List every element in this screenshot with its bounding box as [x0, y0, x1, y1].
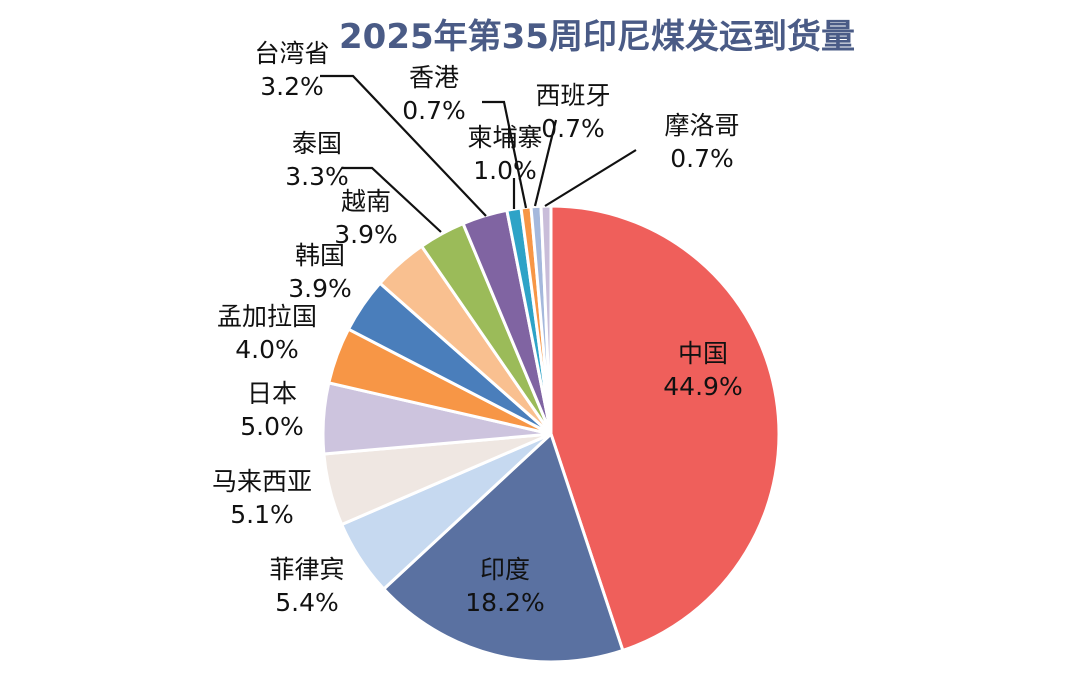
slice-value-label: 44.9%	[663, 372, 742, 401]
pie-slice	[549, 204, 781, 653]
slice-name-label: 香港	[409, 63, 459, 92]
slice-name-label: 韩国	[295, 241, 345, 270]
leader-line	[320, 74, 487, 217]
leader-line	[544, 149, 637, 207]
slice-name-label: 泰国	[292, 129, 342, 158]
chart-title: 2025年第35周印尼煤发运到货量	[339, 17, 855, 57]
slice-name-label: 马来西亚	[212, 467, 312, 496]
slice-name-label: 越南	[341, 187, 391, 216]
leader-lines	[320, 74, 637, 233]
slice-name-label: 菲律宾	[269, 555, 344, 584]
slice-value-label: 1.0%	[473, 156, 537, 185]
slice-labels: 中国 44.9% 印度 18.2% 菲律宾 5.4% 马来西亚 5.1% 日本 5.0% 孟加拉国 4…	[212, 39, 743, 617]
slice-name-label: 台湾省	[254, 39, 329, 68]
slice-value-label: 3.2%	[260, 72, 324, 101]
leader-line	[342, 166, 442, 233]
leader-line	[533, 119, 558, 207]
slice-value-label: 3.3%	[285, 162, 349, 191]
slice-value-label: 5.0%	[240, 412, 304, 441]
pie-slice	[381, 431, 625, 664]
leader-line	[482, 100, 528, 209]
slice-name-label: 西班牙	[535, 81, 610, 110]
slice-value-label: 4.0%	[235, 335, 299, 364]
slice-name-label: 日本	[247, 379, 297, 408]
slice-value-label: 0.7%	[670, 144, 734, 173]
pie-slices	[321, 204, 781, 664]
slice-name-label: 中国	[678, 339, 728, 368]
slice-name-label: 柬埔寨	[467, 123, 542, 152]
slice-value-label: 5.4%	[275, 588, 339, 617]
slice-value-label: 3.9%	[288, 274, 352, 303]
slice-name-label: 孟加拉国	[217, 302, 317, 331]
slice-value-label: 0.7%	[402, 96, 466, 125]
slice-value-label: 0.7%	[541, 114, 605, 143]
slice-value-label: 18.2%	[465, 588, 544, 617]
slice-name-label: 印度	[480, 555, 530, 584]
slice-value-label: 3.9%	[334, 220, 398, 249]
slice-value-label: 5.1%	[230, 500, 294, 529]
slice-name-label: 摩洛哥	[664, 111, 739, 140]
